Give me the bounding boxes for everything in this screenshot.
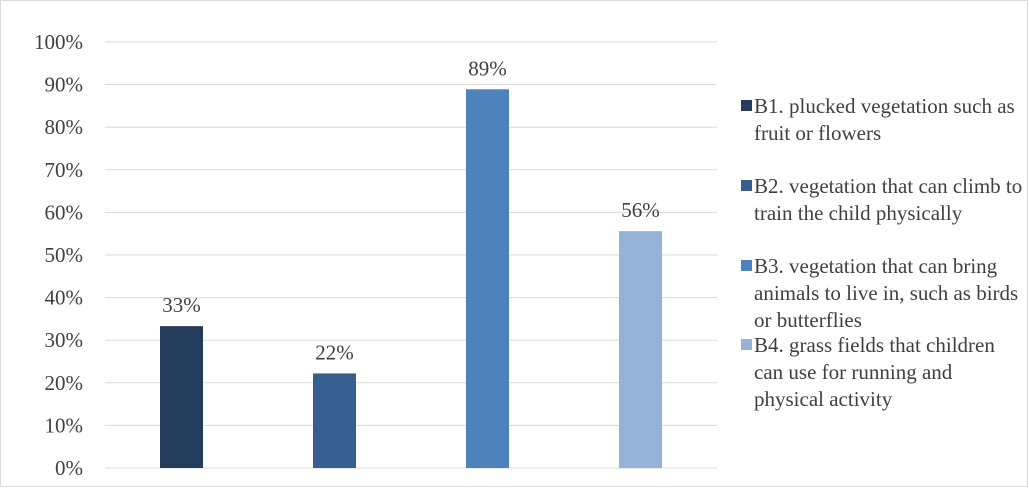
bars [160, 89, 662, 468]
y-tick-label: 30% [45, 328, 84, 352]
legend-swatch-b2 [741, 180, 752, 191]
gridlines [105, 41, 717, 469]
data-label-b3: 89% [468, 56, 507, 80]
data-label-b4: 56% [621, 198, 660, 222]
y-tick-label: 40% [45, 286, 84, 310]
y-tick-label: 70% [45, 158, 84, 182]
data-labels: 33% 22% 89% 56% [162, 56, 660, 364]
legend-swatch-b4 [741, 339, 752, 350]
y-tick-label: 50% [45, 243, 84, 267]
y-axis-tick-labels: 0% 10% 20% 30% 40% 50% 60% 70% 80% 90% 100% [34, 30, 83, 480]
y-tick-label: 100% [34, 30, 83, 54]
y-tick-label: 90% [45, 73, 84, 97]
data-label-b2: 22% [315, 340, 354, 364]
legend-label-b2: B2. vegetation that can climb to train t… [754, 174, 1023, 225]
bar-b2 [313, 373, 356, 468]
bar-b1 [160, 326, 203, 468]
y-tick-label: 60% [45, 200, 84, 224]
y-tick-label: 20% [45, 371, 84, 395]
y-tick-label: 0% [55, 456, 83, 480]
y-tick-label: 10% [45, 413, 84, 437]
y-tick-label: 80% [45, 115, 84, 139]
data-label-b1: 33% [162, 293, 201, 317]
bar-b3 [466, 89, 509, 468]
legend-label-b1: B1. plucked vegetation such as fruit or … [754, 94, 1015, 145]
legend-label-b3: B3. vegetation that can bring animals to… [754, 254, 1019, 332]
legend-label-b4: B4. grass fields that children can use f… [754, 333, 995, 411]
legend-swatch-b1 [741, 100, 752, 111]
bar-b4 [619, 231, 662, 468]
legend-swatch-b3 [741, 260, 752, 271]
